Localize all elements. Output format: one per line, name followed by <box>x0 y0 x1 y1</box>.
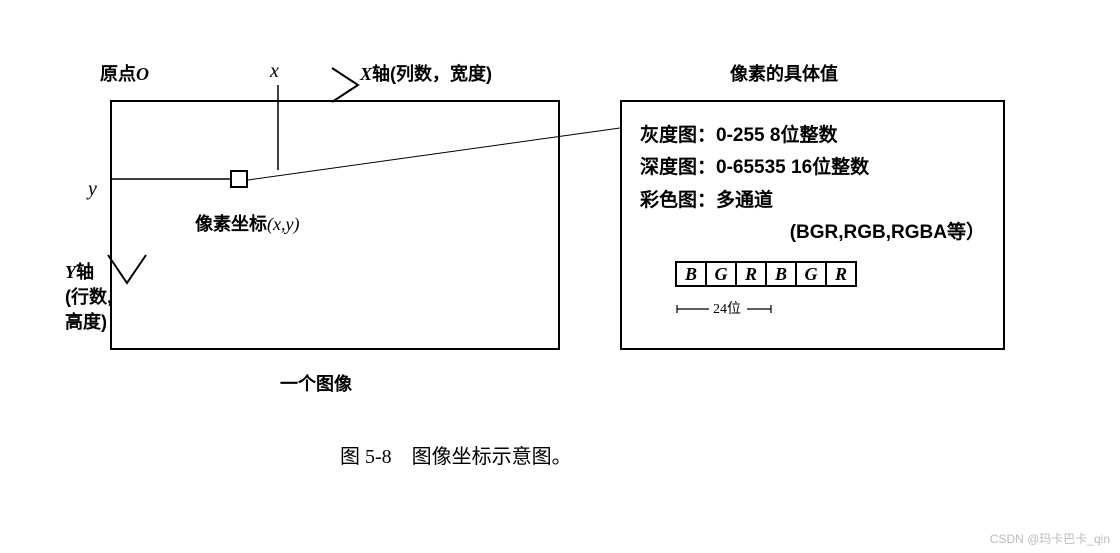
pixel-coord-value: (x,y) <box>267 214 299 234</box>
channel-cell: G <box>795 261 827 287</box>
pixel-coord-label: 像素坐标(x,y) <box>195 210 299 236</box>
pixel-marker <box>230 170 248 188</box>
channel-cell: G <box>705 261 737 287</box>
x-axis-text: 轴(列数，宽度) <box>372 64 492 84</box>
channel-cell: R <box>735 261 767 287</box>
y-axis-label: Y轴 (行数, 高度) <box>65 260 112 336</box>
pixel-value-box: 灰度图：0-255 8位整数 深度图：0-65535 16位整数 彩色图：多通道… <box>620 100 1005 350</box>
figure-caption: 图 5-8 图像坐标示意图。 <box>340 440 572 469</box>
channel-cell: B <box>675 261 707 287</box>
channel-cell: R <box>825 261 857 287</box>
image-box-caption: 一个图像 <box>280 370 352 396</box>
y-axis-t2: (行数, <box>65 287 112 307</box>
y-axis-t1: 轴 <box>76 262 94 282</box>
channel-cells-row: B G R B G R <box>675 261 855 287</box>
depth-line: 深度图：0-65535 16位整数 <box>640 152 989 184</box>
image-rectangle <box>110 100 560 350</box>
origin-text: 原点 <box>100 64 136 84</box>
bit-label: 24位 <box>713 301 741 317</box>
grayscale-line: 灰度图：0-255 8位整数 <box>640 120 989 152</box>
y-axis-t3: 高度) <box>65 312 107 332</box>
y-variable: y <box>88 178 97 201</box>
x-axis-label: X轴(列数，宽度) <box>360 60 492 86</box>
channel-cell: B <box>765 261 797 287</box>
watermark: CSDN @玛卡巴卡_qin <box>990 530 1110 547</box>
pixel-label-text: 像素坐标 <box>195 214 267 234</box>
color-line1: 彩色图：多通道 <box>640 185 989 217</box>
pixel-value-title: 像素的具体值 <box>730 60 838 86</box>
x-variable: x <box>270 60 279 83</box>
origin-label: 原点O <box>100 60 149 86</box>
y-axis-y: Y <box>65 262 76 282</box>
origin-o: O <box>136 64 149 84</box>
color-line2: (BGR,RGB,RGBA等） <box>640 217 989 249</box>
x-axis-x: X <box>360 64 372 84</box>
bit-width-bracket: 24位 <box>675 301 805 326</box>
